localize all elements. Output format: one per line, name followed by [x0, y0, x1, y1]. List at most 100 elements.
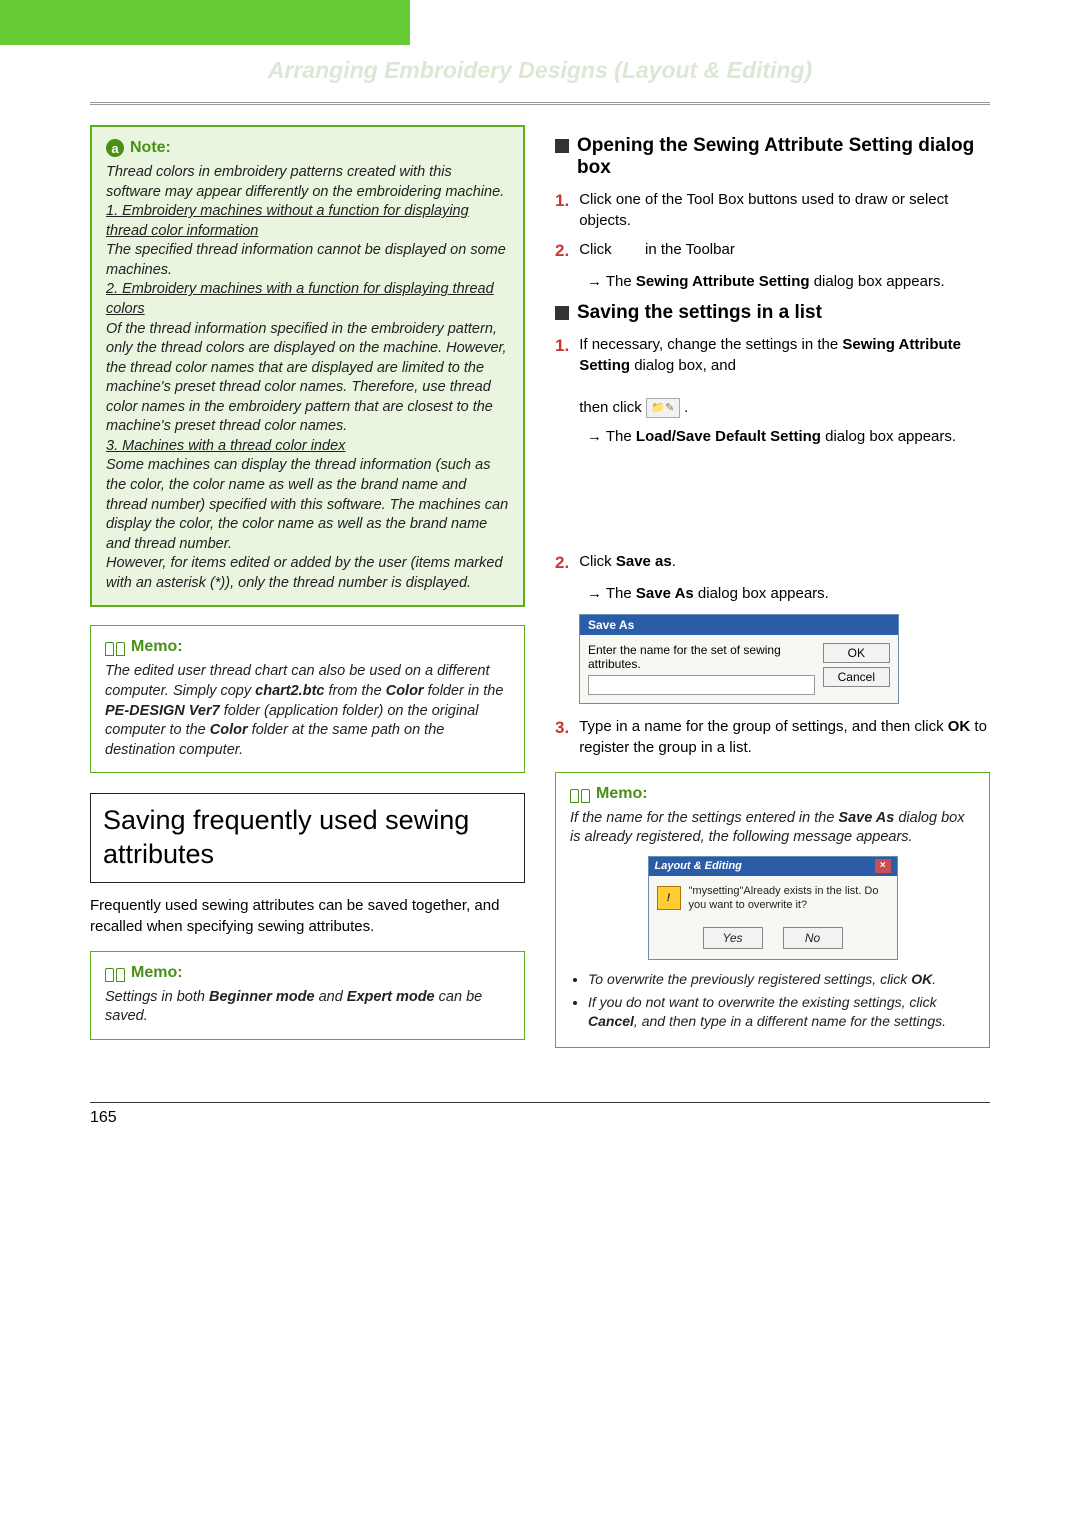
step-number: 1.: [555, 189, 569, 231]
top-divider: [90, 102, 990, 105]
memo1-b: chart2.btc: [255, 683, 324, 699]
save-as-dialog: Save As Enter the name for the set of se…: [579, 614, 899, 704]
memo1-e: folder in the: [424, 683, 504, 699]
sub1-result: → The Sewing Attribute Setting dialog bo…: [555, 271, 990, 292]
sub1-steps: 1. Click one of the Tool Box buttons use…: [555, 189, 990, 263]
s2s1c: dialog box, and: [630, 357, 736, 374]
list-item: 1. Click one of the Tool Box buttons use…: [555, 189, 990, 231]
header-green-bar: [0, 0, 410, 45]
sub2-step3: Type in a name for the group of settings…: [579, 716, 990, 758]
sub-heading-2: Saving the settings in a list: [555, 302, 990, 324]
s2r2a: → The: [587, 585, 636, 602]
step-number: 3.: [555, 716, 569, 758]
memo1-d: Color: [386, 683, 424, 699]
note-icon: a: [106, 139, 124, 157]
square-bullet-icon: [555, 306, 569, 320]
s2r1b: Load/Save Default Setting: [636, 428, 821, 445]
yes-button[interactable]: Yes: [703, 927, 763, 949]
sub2-result1: → The Load/Save Default Setting dialog b…: [555, 426, 990, 447]
msg-title-bar: Layout & Editing ×: [649, 857, 897, 876]
saveas-label: Enter the name for the set of sewing att…: [588, 643, 815, 671]
memo-box-3: Memo: If the name for the settings enter…: [555, 772, 990, 1049]
sub2-steps-2: 2. Click Save as.: [555, 551, 990, 575]
msg-body: ! "mysetting"Already exists in the list.…: [649, 876, 897, 922]
saveas-input[interactable]: [588, 675, 815, 695]
memo2-label: Memo:: [131, 964, 183, 982]
cancel-button[interactable]: Cancel: [823, 667, 890, 687]
memo1-header: Memo:: [105, 638, 510, 656]
msg-text: "mysetting"Already exists in the list. D…: [689, 884, 889, 914]
close-icon[interactable]: ×: [875, 859, 891, 873]
ok-button[interactable]: OK: [823, 643, 890, 663]
s2s2a: Click: [579, 553, 616, 570]
memo1-label: Memo:: [131, 638, 183, 656]
s2s3a: Type in a name for the group of settings…: [579, 718, 948, 735]
list-item: If you do not want to overwrite the exis…: [588, 993, 975, 1031]
s2s1d: then click: [579, 399, 646, 416]
page-footer: 165: [90, 1102, 990, 1133]
sub1-title: Opening the Sewing Attribute Setting dia…: [577, 135, 990, 179]
message-dialog: Layout & Editing × ! "mysetting"Already …: [648, 856, 898, 961]
square-bullet-icon: [555, 139, 569, 153]
memo-icon: [570, 785, 590, 803]
step-number: 1.: [555, 334, 569, 418]
sub2-step2: Click Save as.: [579, 551, 676, 575]
sub2-step1: If necessary, change the settings in the…: [579, 334, 990, 418]
s2r2c: dialog box appears.: [694, 585, 829, 602]
note-header: a Note:: [106, 139, 509, 157]
s2s2b: Save as: [616, 553, 672, 570]
memo3-label: Memo:: [596, 785, 648, 803]
memo3-bullets: To overwrite the previously registered s…: [570, 970, 975, 1031]
memo1-f: PE-DESIGN Ver7: [105, 703, 220, 719]
sub2-result2: → The Save As dialog box appears.: [555, 583, 990, 604]
memo2-header: Memo:: [105, 964, 510, 982]
memo-icon: [105, 638, 125, 656]
note-intro: Thread colors in embroidery patterns cre…: [106, 164, 504, 200]
msg-title: Layout & Editing: [655, 859, 742, 874]
note-label: Note:: [130, 139, 171, 157]
page-number: 165: [90, 1109, 117, 1126]
msg-buttons: Yes No: [649, 921, 897, 959]
sub-heading-1: Opening the Sewing Attribute Setting dia…: [555, 135, 990, 179]
load-save-icon[interactable]: 📁✎: [646, 398, 680, 418]
s2s2c: .: [672, 553, 676, 570]
list-item: 2. Click in the Toolbar: [555, 239, 990, 263]
list-item: To overwrite the previously registered s…: [588, 970, 975, 989]
memo2-a: Settings in both: [105, 989, 209, 1005]
note-item2-heading: 2. Embroidery machines with a function f…: [106, 280, 509, 319]
dialog-title-bar: Save As: [580, 615, 898, 635]
m3b: Save As: [838, 810, 894, 826]
sub2-steps: 1. If necessary, change the settings in …: [555, 334, 990, 418]
memo-icon: [105, 964, 125, 982]
step-number: 2.: [555, 239, 569, 263]
dialog-title: Save As: [588, 618, 634, 632]
memo1-c: from the: [324, 683, 385, 699]
right-column: Opening the Sewing Attribute Setting dia…: [555, 125, 990, 1062]
note-item3-body: Some machines can display the thread inf…: [106, 457, 508, 551]
memo2-b: Beginner mode: [209, 989, 315, 1005]
list-item: 3. Type in a name for the group of setti…: [555, 716, 990, 758]
memo2-body: Settings in both Beginner mode and Exper…: [105, 988, 510, 1027]
note-item3-heading: 3. Machines with a thread color index: [106, 437, 509, 457]
m3a: If the name for the settings entered in …: [570, 810, 838, 826]
list-item: 2. Click Save as.: [555, 551, 990, 575]
memo1-h: Color: [210, 722, 248, 738]
memo-box-1: Memo: The edited user thread chart can a…: [90, 625, 525, 773]
m3b1b: OK: [911, 971, 932, 987]
sub1-r-b: Sewing Attribute Setting: [636, 273, 810, 290]
s2r2b: Save As: [636, 585, 694, 602]
memo2-d: Expert mode: [347, 989, 435, 1005]
no-button[interactable]: No: [783, 927, 843, 949]
sub1-r-c: dialog box appears.: [810, 273, 945, 290]
dialog-body: Enter the name for the set of sewing att…: [580, 635, 898, 703]
left-column: a Note: Thread colors in embroidery patt…: [90, 125, 525, 1062]
sub2-steps-3: 3. Type in a name for the group of setti…: [555, 716, 990, 758]
warning-icon: !: [657, 886, 681, 910]
note-item2-body: Of the thread information specified in t…: [106, 321, 507, 435]
sub1-step2-b: in the Toolbar: [645, 241, 735, 258]
sub1-r-a: → The: [587, 273, 636, 290]
m3b1c: .: [932, 971, 936, 987]
memo2-c: and: [315, 989, 347, 1005]
s2s1e: .: [684, 399, 688, 416]
spacer: [555, 453, 990, 543]
